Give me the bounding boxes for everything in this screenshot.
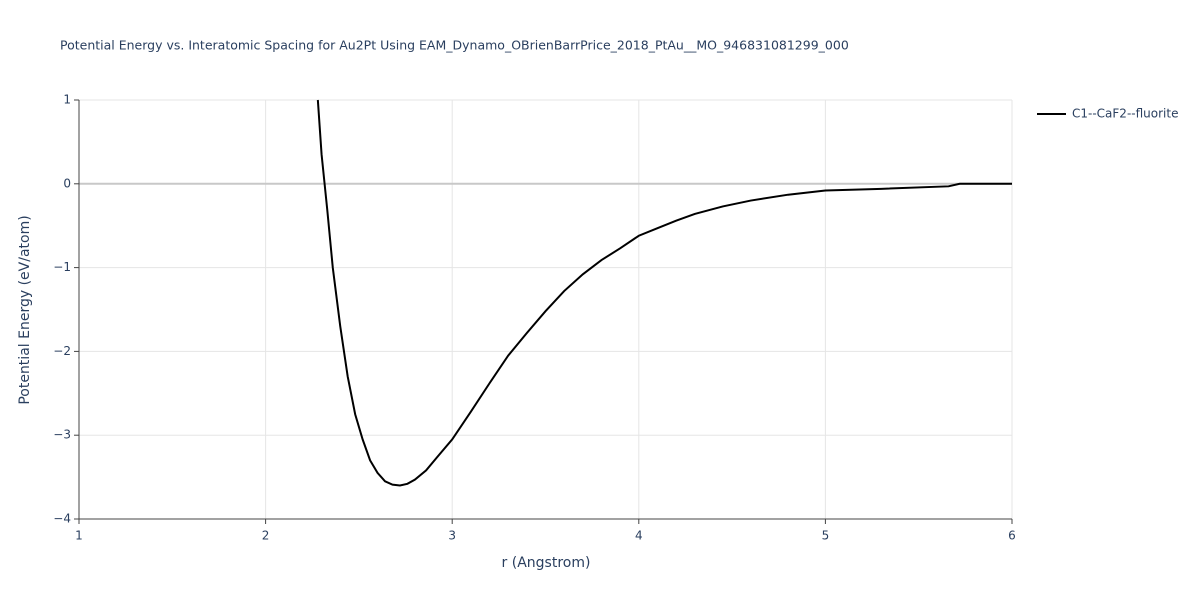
- x-tick-label: 5: [822, 529, 830, 543]
- x-tick-label: 2: [262, 529, 270, 543]
- y-tick-label: 1: [63, 93, 71, 107]
- x-tick-label: 3: [448, 529, 456, 543]
- legend-label: C1--CaF2--fluorite: [1072, 107, 1178, 121]
- y-tick-label: 0: [63, 176, 71, 190]
- x-tick-label: 1: [75, 529, 83, 543]
- chart-title: Potential Energy vs. Interatomic Spacing…: [60, 38, 849, 53]
- x-tick-label: 4: [635, 529, 643, 543]
- y-tick-label: −3: [53, 428, 71, 442]
- x-axis-title: r (Angstrom): [502, 555, 591, 571]
- y-tick-label: −1: [53, 260, 71, 274]
- y-axis-title: Potential Energy (eV/atom): [17, 215, 33, 404]
- x-tick-label: 6: [1008, 529, 1016, 543]
- y-tick-label: −4: [53, 512, 71, 526]
- y-tick-label: −2: [53, 344, 71, 358]
- data-line: [316, 99, 1012, 487]
